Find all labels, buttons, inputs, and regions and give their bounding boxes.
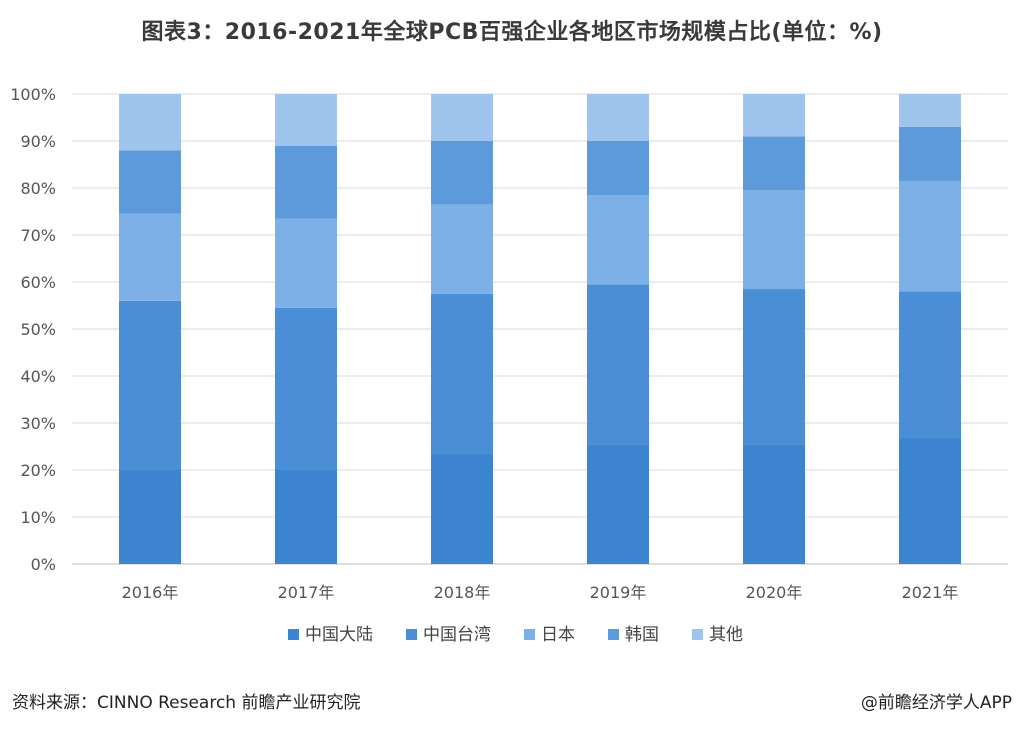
chart-title: 图表3：2016-2021年全球PCB百强企业各地区市场规模占比(单位：%) bbox=[141, 20, 883, 45]
y-tick-label: 30% bbox=[20, 414, 56, 433]
legend-label: 中国台湾 bbox=[423, 625, 491, 645]
bar-segment bbox=[899, 437, 961, 564]
bar-segment bbox=[899, 291, 961, 438]
x-tick-label: 2021年 bbox=[902, 583, 959, 602]
legend: 中国大陆 中国台湾 日本 韩国 其他 bbox=[288, 625, 743, 645]
bar-segment bbox=[899, 94, 961, 127]
bar-segment bbox=[743, 136, 805, 191]
source-note: 资料来源：CINNO Research 前瞻产业研究院 bbox=[12, 693, 361, 713]
bar-segment bbox=[587, 195, 649, 285]
legend-swatch bbox=[608, 629, 619, 640]
y-tick-label: 70% bbox=[20, 226, 56, 245]
legend-swatch bbox=[524, 629, 535, 640]
y-tick-label: 90% bbox=[20, 132, 56, 151]
bar-segment bbox=[743, 444, 805, 564]
y-axis-ticks: 0% 10% 20% 30% 40% 50% 60% 70% 80% 90% 100% bbox=[10, 85, 56, 574]
bar-segment bbox=[587, 444, 649, 564]
bar-segment bbox=[587, 141, 649, 196]
bar-segment bbox=[431, 293, 493, 454]
y-tick-label: 60% bbox=[20, 273, 56, 292]
bar-segment bbox=[431, 94, 493, 141]
y-tick-label: 0% bbox=[31, 555, 56, 574]
bar-segment bbox=[743, 289, 805, 445]
bar-segment bbox=[587, 94, 649, 141]
bar-segment bbox=[119, 213, 181, 301]
x-tick-label: 2020年 bbox=[746, 583, 803, 602]
bar-segment bbox=[743, 190, 805, 290]
gridlines bbox=[72, 93, 1008, 565]
bar-segment bbox=[119, 470, 181, 564]
y-tick-label: 20% bbox=[20, 461, 56, 480]
legend-label: 中国大陆 bbox=[305, 625, 373, 645]
bar-segment bbox=[743, 94, 805, 137]
y-tick-label: 10% bbox=[20, 508, 56, 527]
bar-segment bbox=[275, 145, 337, 219]
bar-segment bbox=[899, 126, 961, 181]
bar-segment bbox=[431, 453, 493, 564]
x-axis-ticks: 2016年 2017年 2018年 2019年 2020年 2021年 bbox=[122, 583, 959, 602]
bar-segment bbox=[275, 218, 337, 308]
bar-segment bbox=[119, 94, 181, 151]
x-tick-label: 2019年 bbox=[590, 583, 647, 602]
bar-segment bbox=[899, 180, 961, 292]
x-tick-label: 2016年 bbox=[122, 583, 179, 602]
bar-segment bbox=[431, 204, 493, 294]
y-tick-label: 80% bbox=[20, 179, 56, 198]
x-tick-label: 2017年 bbox=[278, 583, 335, 602]
credit-note: @前瞻经济学人APP bbox=[860, 693, 1012, 713]
y-tick-label: 100% bbox=[10, 85, 56, 104]
legend-label: 日本 bbox=[541, 625, 575, 645]
bar-segment bbox=[119, 150, 181, 214]
legend-swatch bbox=[692, 629, 703, 640]
bar-segment bbox=[119, 300, 181, 470]
y-tick-label: 40% bbox=[20, 367, 56, 386]
legend-swatch bbox=[288, 629, 299, 640]
legend-label: 韩国 bbox=[625, 625, 659, 645]
y-tick-label: 50% bbox=[20, 320, 56, 339]
bar-segment bbox=[587, 284, 649, 445]
bars bbox=[119, 94, 961, 564]
bar-segment bbox=[275, 94, 337, 146]
bar-segment bbox=[275, 470, 337, 564]
bar-segment bbox=[431, 141, 493, 205]
legend-label: 其他 bbox=[709, 625, 743, 645]
x-tick-label: 2018年 bbox=[434, 583, 491, 602]
legend-swatch bbox=[406, 629, 417, 640]
bar-segment bbox=[275, 307, 337, 470]
